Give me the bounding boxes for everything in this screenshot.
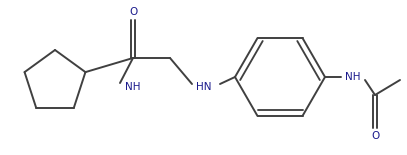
Text: O: O [129, 7, 137, 17]
Text: O: O [371, 131, 379, 141]
Text: HN: HN [196, 82, 212, 92]
Text: NH: NH [345, 72, 361, 82]
Text: NH: NH [125, 82, 141, 92]
